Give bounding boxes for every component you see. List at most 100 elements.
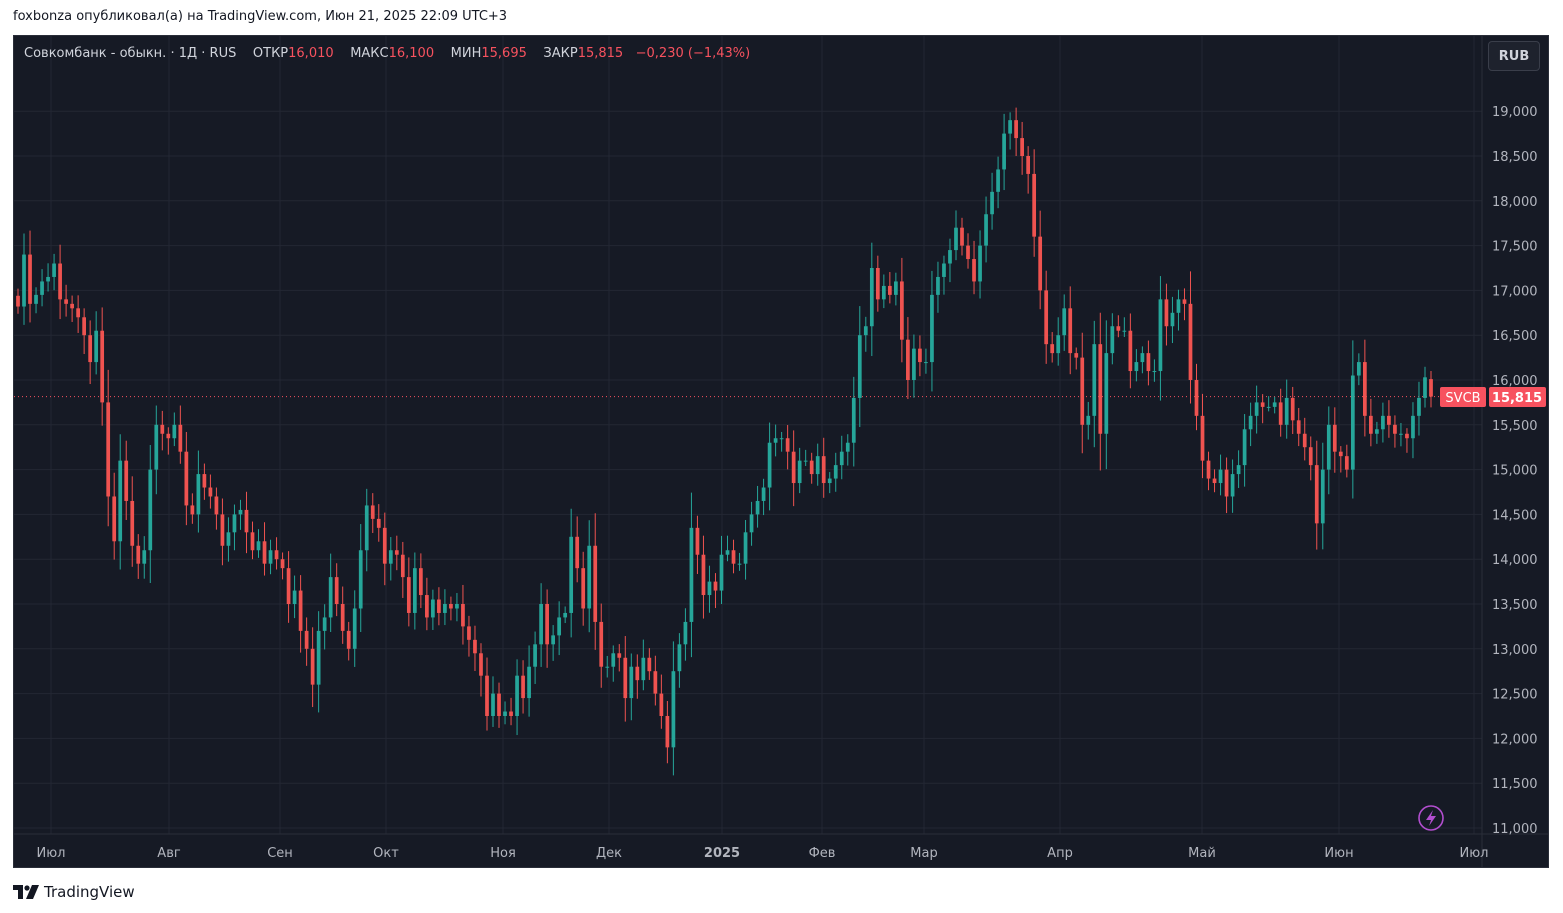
x-tick-label: Ноя xyxy=(490,846,516,861)
candle-body xyxy=(635,666,640,681)
y-tick-label: 17,000 xyxy=(1492,284,1538,299)
candle-body xyxy=(1062,308,1067,336)
candle-body xyxy=(449,604,453,609)
candle-body xyxy=(659,693,664,716)
candle-body xyxy=(142,550,147,564)
footer-brand: TradingView xyxy=(44,883,135,901)
candle-body xyxy=(695,527,700,555)
candle-body xyxy=(707,581,712,596)
candle-body xyxy=(918,348,922,363)
candle-body xyxy=(1429,379,1433,397)
candle-body xyxy=(791,451,796,484)
x-tick-label: Фев xyxy=(809,846,836,861)
candle-body xyxy=(779,438,784,440)
candle-body xyxy=(437,599,441,613)
candle-body xyxy=(1176,299,1181,313)
candle-body xyxy=(160,424,165,434)
candle-body xyxy=(1206,460,1211,479)
candle-body xyxy=(1272,402,1277,407)
candle-body xyxy=(557,617,562,636)
candle-body xyxy=(599,621,604,667)
candle-body xyxy=(196,474,201,515)
candle-body xyxy=(16,295,20,307)
symbol-info[interactable]: Совкомбанк - обыкн. · 1Д · RUS xyxy=(24,46,237,61)
candle-body xyxy=(833,465,838,479)
candle-body xyxy=(1405,433,1409,439)
time-axis[interactable]: Июл Авг Сен Окт Ноя Дек 2025 Фев Мар Апр Май Июн Июл xyxy=(37,846,1489,861)
candle-body xyxy=(1092,344,1097,416)
candle-body xyxy=(1122,330,1127,332)
candle-body xyxy=(725,550,730,555)
x-tick-label: Июл xyxy=(37,846,66,861)
candle-body xyxy=(88,335,93,363)
lightning-icon[interactable] xyxy=(1418,805,1444,831)
candle-body xyxy=(1308,447,1313,466)
candle-body xyxy=(809,460,814,475)
candle-body xyxy=(334,577,339,604)
candle-body xyxy=(912,348,916,380)
candle-body xyxy=(400,554,405,578)
candle-body xyxy=(346,630,351,649)
low-value: 15,695 xyxy=(481,46,527,61)
chart-panel[interactable]: 19,000 18,500 18,000 17,500 17,000 16,500 16,0… xyxy=(13,35,1549,868)
candle-body xyxy=(322,617,327,631)
candle-body xyxy=(845,442,850,452)
candle-body xyxy=(1375,429,1379,434)
candle-body xyxy=(1014,120,1018,139)
candle-body xyxy=(815,456,820,475)
candle-body xyxy=(316,630,321,685)
candle-body xyxy=(954,227,958,251)
candle-body xyxy=(1146,353,1151,372)
candle-body xyxy=(719,554,724,591)
candle-body xyxy=(238,509,243,515)
candle-body xyxy=(1218,469,1223,484)
candle-body xyxy=(328,577,333,618)
candle-body xyxy=(515,675,519,716)
candle-body xyxy=(863,326,868,336)
candle-body xyxy=(713,581,718,591)
open-label: ОТКР xyxy=(252,46,289,61)
candle-body xyxy=(112,496,117,542)
candle-body xyxy=(136,545,141,564)
candle-body xyxy=(906,339,910,380)
candlestick-chart[interactable]: 19,000 18,500 18,000 17,500 17,000 16,500 16,0… xyxy=(14,36,1548,867)
candle-body xyxy=(575,536,580,569)
y-tick-label: 15,500 xyxy=(1492,419,1538,434)
candle-body xyxy=(497,693,501,716)
high-label: МАКС xyxy=(350,46,389,61)
candle-body xyxy=(491,693,495,716)
candle-body xyxy=(743,532,748,564)
candle-body xyxy=(990,191,994,215)
candle-body xyxy=(1417,397,1421,416)
candle-body xyxy=(425,595,429,618)
candle-body xyxy=(587,545,592,609)
candle-body xyxy=(100,330,105,403)
candle-body xyxy=(1381,415,1385,430)
last-price-tag: SVCB 15,815 xyxy=(1440,387,1546,407)
candle-body xyxy=(106,402,111,497)
candle-body xyxy=(1188,303,1193,380)
candle-body xyxy=(827,478,832,484)
candle-body xyxy=(202,474,207,488)
tradingview-logo[interactable]: TradingView xyxy=(13,882,135,902)
candle-body xyxy=(1026,156,1031,174)
candle-body xyxy=(40,281,44,295)
y-tick-label: 16,000 xyxy=(1492,374,1538,389)
candle-body xyxy=(34,294,38,304)
y-tick-label: 13,500 xyxy=(1492,598,1538,613)
open-value: 16,010 xyxy=(288,46,334,61)
candle-body xyxy=(1260,402,1265,407)
y-tick-label: 12,500 xyxy=(1492,688,1538,703)
candle-body xyxy=(443,604,447,613)
candle-body xyxy=(64,299,68,304)
candle-body xyxy=(1344,456,1349,470)
price-axis[interactable]: 19,000 18,500 18,000 17,500 17,000 16,500 16,0… xyxy=(1492,105,1538,837)
candle-body xyxy=(1387,415,1391,425)
candle-body xyxy=(184,451,189,506)
candle-body xyxy=(455,604,459,609)
candle-body xyxy=(76,308,80,318)
candle-body xyxy=(58,263,62,300)
candle-body xyxy=(593,545,598,622)
currency-button[interactable]: RUB xyxy=(1488,41,1540,71)
candle-body xyxy=(1056,335,1061,354)
